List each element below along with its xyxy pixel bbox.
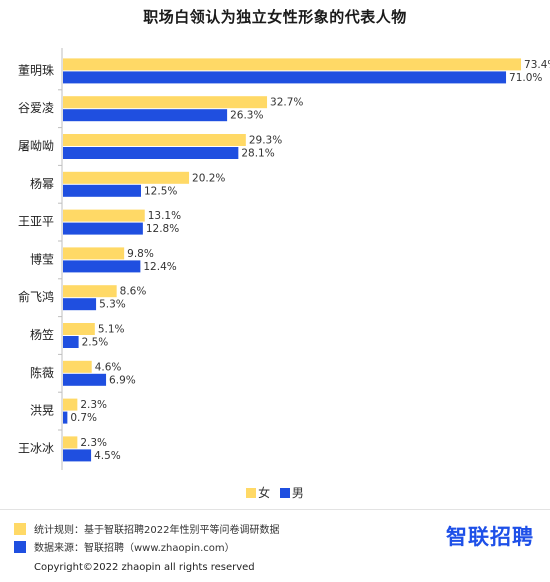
data-label-male: 2.5% xyxy=(82,337,109,349)
bar-female xyxy=(63,58,522,71)
legend-swatch-female xyxy=(246,487,257,498)
bar-female xyxy=(63,209,145,222)
bar-female xyxy=(63,247,125,260)
data-label-male: 5.3% xyxy=(99,299,126,311)
data-label-female: 8.6% xyxy=(120,286,147,298)
bar-male xyxy=(63,71,507,84)
note-stat-rule-text: 统计规则：基于智联招聘2022年性别平等问卷调研数据 xyxy=(34,525,280,536)
bar-female xyxy=(63,323,95,335)
legend-label-male: 男 xyxy=(291,486,304,500)
data-label-male: 12.4% xyxy=(143,261,176,273)
category-label: 洪晃 xyxy=(30,404,54,418)
data-label-male: 28.1% xyxy=(241,148,274,160)
note-swatch-yellow xyxy=(14,522,26,535)
category-label: 屠呦呦 xyxy=(18,139,54,153)
data-label-male: 12.5% xyxy=(144,185,177,197)
bar-female xyxy=(63,96,268,109)
zhaopin-logo: 智联招聘 xyxy=(446,521,534,551)
chart-legend: 女 男 xyxy=(0,484,550,501)
bar-male xyxy=(63,222,143,235)
category-label: 杨笠 xyxy=(30,327,54,342)
data-label-male: 26.3% xyxy=(230,110,263,122)
note-data-source: 数据来源：智联招聘（www.zhaopin.com） xyxy=(14,539,235,554)
chart-title: 职场白领认为独立女性形象的代表人物 xyxy=(143,8,407,26)
category-label: 谷爱凌 xyxy=(18,101,54,115)
note-data-source-text: 数据来源：智联招聘（www.zhaopin.com） xyxy=(34,543,235,554)
bar-male xyxy=(63,184,141,197)
data-label-female: 9.8% xyxy=(127,248,154,260)
category-label: 陈薇 xyxy=(30,365,54,380)
bar-male xyxy=(63,298,97,311)
copyright-text: Copyright©2022 zhaopin all rights reserv… xyxy=(34,562,255,573)
footer-divider xyxy=(0,509,550,510)
data-label-female: 32.7% xyxy=(270,97,303,109)
bar-female xyxy=(63,134,246,146)
data-label-female: 2.3% xyxy=(80,437,107,449)
bar-male xyxy=(63,373,107,386)
data-label-female: 5.1% xyxy=(98,324,125,336)
data-label-female: 73.4% xyxy=(524,59,550,71)
data-label-male: 0.7% xyxy=(70,412,97,424)
data-label-male: 12.8% xyxy=(146,223,179,235)
data-label-female: 4.6% xyxy=(95,361,122,373)
category-label: 博莹 xyxy=(30,251,54,266)
data-label-female: 20.2% xyxy=(192,172,225,184)
bar-chart: 董明珠 73.4%71.0% 谷爱凌 32.7% 26.3% 屠呦呦 29.3%28.1% 杨… xyxy=(18,48,550,470)
category-label: 王冰冰 xyxy=(18,441,54,455)
bar-female xyxy=(63,398,78,411)
legend-item-male: 男 xyxy=(279,484,304,501)
bar-male xyxy=(63,336,79,348)
bar-female xyxy=(63,436,78,449)
note-swatch-blue xyxy=(14,540,26,553)
data-label-male: 6.9% xyxy=(109,374,136,386)
data-label-male: 4.5% xyxy=(94,450,121,462)
bar-female xyxy=(63,360,92,373)
category-label: 杨幂 xyxy=(30,176,54,191)
data-label-female: 29.3% xyxy=(249,135,282,147)
data-label-female: 2.3% xyxy=(80,399,107,411)
data-label-male: 71.0% xyxy=(509,72,542,84)
category-label: 俞飞鸿 xyxy=(18,289,54,304)
category-label: 王亚平 xyxy=(18,215,54,229)
legend-swatch-male xyxy=(279,487,290,498)
bar-male xyxy=(63,411,68,424)
category-label: 董明珠 xyxy=(18,63,54,77)
bar-male xyxy=(63,109,228,122)
bar-male xyxy=(63,147,239,159)
legend-item-female: 女 xyxy=(246,484,270,501)
bar-male xyxy=(63,260,141,273)
bar-female xyxy=(63,285,117,298)
data-label-female: 13.1% xyxy=(148,210,181,222)
note-stat-rule: 统计规则：基于智联招聘2022年性别平等问卷调研数据 xyxy=(14,521,279,536)
legend-label-female: 女 xyxy=(258,486,271,500)
bar-male xyxy=(63,449,92,462)
brand-name: 智联招聘 xyxy=(446,525,534,549)
bar-female xyxy=(63,171,190,184)
